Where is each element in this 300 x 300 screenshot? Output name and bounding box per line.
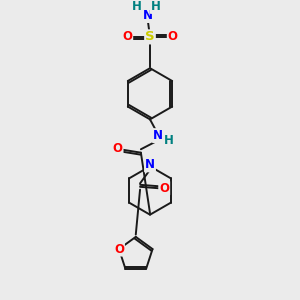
Text: S: S [145, 30, 155, 44]
Text: H: H [151, 0, 160, 13]
Text: N: N [143, 9, 153, 22]
Text: N: N [145, 158, 155, 171]
Text: O: O [159, 182, 169, 195]
Text: O: O [168, 30, 178, 44]
Text: N: N [153, 129, 163, 142]
Text: H: H [132, 0, 142, 13]
Text: O: O [112, 142, 123, 155]
Text: H: H [164, 134, 174, 147]
Text: O: O [114, 243, 124, 256]
Text: O: O [122, 30, 132, 44]
